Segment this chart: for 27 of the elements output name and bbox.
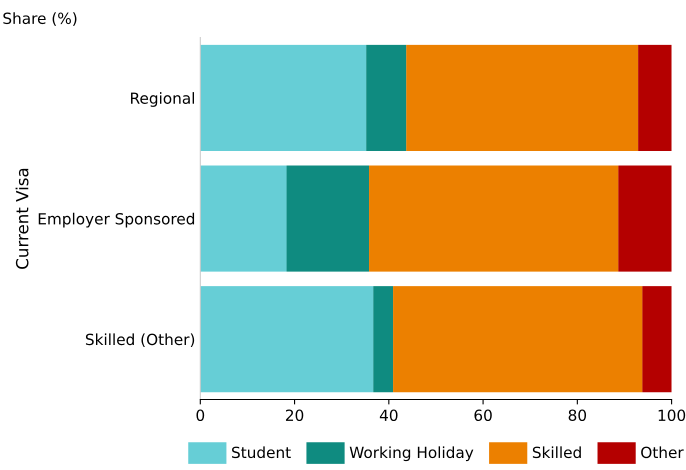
y-tick-label: Skilled (Other) [86, 333, 194, 347]
legend-label: Working Holiday [350, 446, 474, 462]
x-tick-label: 0 [196, 409, 204, 422]
x-tick-label: 100 [658, 409, 686, 422]
y-tick-label: Regional [131, 92, 194, 107]
x-axis-title: Share (%) [3, 12, 76, 26]
bar [393, 286, 642, 392]
x-tick-label: 20 [286, 409, 304, 422]
y-axis-title: Current Visa [16, 168, 28, 269]
legend-label: Student [232, 446, 291, 458]
x-tick-label: 40 [380, 409, 398, 422]
legend-label: Other [641, 446, 684, 458]
bar [638, 44, 672, 151]
bar [369, 165, 618, 272]
bar [406, 44, 638, 151]
x-tick-label: 60 [474, 409, 492, 422]
bar [200, 44, 366, 151]
bar [200, 286, 374, 392]
bar [366, 44, 406, 151]
bar [286, 165, 370, 272]
legend-label: Skilled [532, 446, 581, 458]
x-tick-label: 80 [568, 409, 586, 422]
bar [618, 165, 672, 272]
bar [373, 286, 394, 392]
y-tick-label: Employer Sponsored [38, 212, 194, 228]
bar [642, 286, 672, 392]
bar [200, 165, 287, 272]
